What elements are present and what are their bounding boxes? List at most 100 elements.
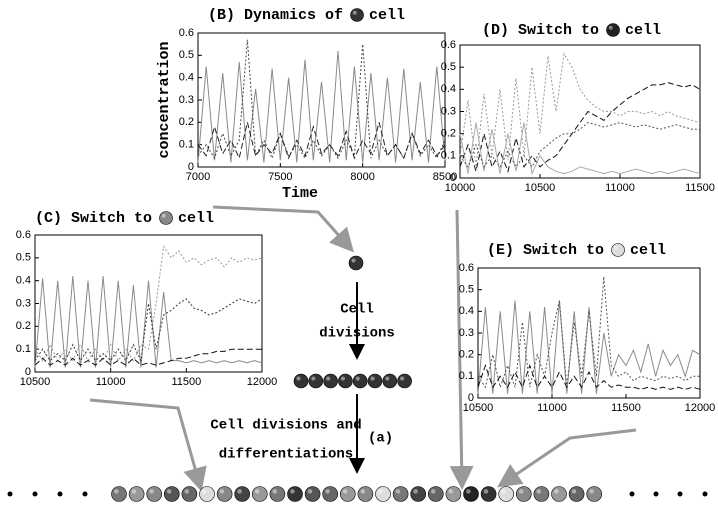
cell (498, 486, 515, 502)
annotation: differentiations (219, 447, 353, 463)
x-tick-label: 7000 (186, 171, 210, 183)
cell (606, 23, 620, 37)
y-tick-label: 0 (450, 172, 456, 184)
dot (32, 491, 38, 497)
annotation: divisions (319, 326, 395, 342)
plot-frame (477, 267, 701, 399)
cell-shine (272, 489, 278, 494)
cell-shine (385, 376, 390, 381)
cell-shine (352, 10, 357, 15)
chart-title: (B) Dynamics of (208, 7, 343, 24)
cell-shine (466, 489, 471, 494)
y-tick-label: 0 (188, 161, 194, 173)
dot (677, 491, 683, 497)
cell (533, 486, 550, 502)
y-tick-label: 0.4 (16, 275, 31, 287)
cell-shine (237, 489, 242, 494)
cell-shine (355, 376, 360, 381)
y-tick-label: 0.6 (179, 27, 194, 39)
chart-title: cell (178, 210, 214, 227)
cell (181, 486, 198, 502)
x-axis-label: Time (282, 185, 318, 202)
cell-shine (483, 489, 489, 494)
y-tick-label: 0.2 (459, 349, 474, 361)
series-line (34, 245, 263, 362)
cell-shine (325, 489, 330, 494)
cell-shine (571, 489, 577, 494)
y-tick-label: 0.3 (179, 94, 194, 106)
x-tick-label: 10000 (445, 182, 476, 194)
cell-shine (370, 376, 375, 381)
x-tick-label: 12000 (685, 402, 716, 414)
cell (551, 486, 567, 502)
cell-shine (290, 489, 295, 494)
cell (339, 486, 356, 502)
plot-frame (459, 44, 701, 179)
y-tick-label: 0.3 (459, 327, 474, 339)
x-tick-label: 11000 (537, 402, 567, 414)
chart-title: (C) Switch to (35, 210, 152, 227)
y-tick-label: 0.2 (16, 320, 31, 332)
cell (164, 486, 180, 502)
cell (382, 373, 398, 389)
cell (463, 486, 479, 502)
y-tick-label: 0.5 (441, 61, 456, 73)
chart-title: (D) Switch to (482, 22, 599, 39)
cell-shine (114, 489, 119, 494)
cell (216, 486, 233, 502)
cell (352, 373, 368, 389)
series-line (459, 122, 701, 176)
y-tick-label: 0.1 (459, 370, 474, 382)
cell (234, 486, 250, 502)
arrow (212, 205, 354, 253)
cell (348, 255, 364, 271)
cell-shine (613, 245, 618, 250)
chart: 0 0.1 0.2 0.3 0.4 0.5 0.6 10000 10500 11000 11500 (… (441, 22, 715, 194)
x-tick-label: 12000 (247, 376, 278, 388)
series-line (34, 298, 263, 363)
cell-shine (518, 489, 524, 494)
cell-shine (501, 489, 506, 494)
cell (357, 486, 374, 502)
cell (287, 486, 303, 502)
cell-shine (395, 489, 401, 494)
x-tick-label: 11500 (171, 376, 201, 388)
cell (397, 373, 412, 389)
y-tick-label: 0.5 (459, 284, 474, 296)
annotation: Cell (340, 302, 374, 318)
cell-shine (254, 489, 260, 494)
cell (159, 211, 173, 225)
dot (57, 491, 63, 497)
arrow (497, 428, 637, 488)
x-tick-label: 7500 (268, 171, 292, 183)
cell (304, 486, 321, 502)
cell (375, 486, 391, 502)
chart-title: (E) Switch to (487, 242, 604, 259)
series-line (459, 82, 701, 173)
cell (392, 486, 409, 502)
cell-shine (430, 489, 436, 494)
y-tick-label: 0.4 (179, 72, 194, 84)
y-tick-label: 0.3 (441, 105, 456, 117)
cell-shine (351, 258, 356, 263)
y-tick-label: 0.2 (179, 116, 194, 128)
dot (629, 491, 635, 497)
x-tick-label: 10500 (525, 182, 556, 194)
series-line (477, 363, 701, 390)
y-tick-label: 0.6 (441, 39, 456, 51)
x-tick-label: 8000 (350, 171, 374, 183)
annotation: Cell divisions and (210, 418, 361, 434)
y-tick-label: 0.5 (16, 252, 31, 264)
series-line (477, 276, 700, 390)
cell-shine (340, 376, 346, 381)
dot (7, 491, 13, 497)
cell-shine (448, 489, 454, 494)
arrow (449, 209, 474, 490)
x-tick-label: 11500 (611, 402, 641, 414)
cell-shine (360, 489, 366, 494)
cell (515, 486, 532, 502)
cell-shine (378, 489, 383, 494)
cell-shine (413, 489, 418, 494)
y-tick-label: 0.1 (179, 139, 194, 151)
x-tick-label: 11000 (605, 182, 635, 194)
